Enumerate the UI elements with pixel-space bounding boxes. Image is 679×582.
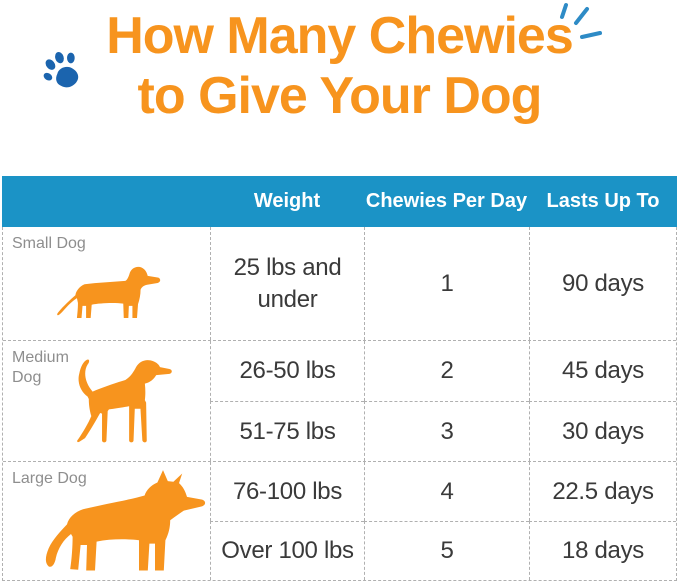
table-header-row: Weight Chewies Per Day Lasts Up To [2, 176, 677, 227]
table-group-large-dog: Large Dog 76-100 lbs 4 22.5 days Over 10… [3, 461, 676, 580]
weight-cell: 25 lbs and under [210, 227, 364, 340]
beagle-icon [77, 359, 172, 443]
weight-cell: 51-75 lbs [210, 401, 364, 461]
lasts-cell: 22.5 days [529, 462, 676, 521]
column-header-weight: Weight [253, 190, 321, 212]
dog-size-cell: Medium Dog [3, 341, 210, 461]
column-header-lasts-up-to: Lasts Up To [546, 190, 660, 212]
table-group-medium-dog: Medium Dog 26-50 lbs 2 45 days 51-75 lbs… [3, 340, 676, 461]
title-line-1: How Many Chewies [106, 7, 574, 65]
page-title: How Many Chewies to Give Your Dog [0, 6, 679, 127]
dog-size-label: Medium Dog [12, 349, 69, 386]
lasts-cell: 18 days [529, 521, 676, 580]
lasts-cell: 30 days [529, 401, 676, 461]
lasts-cell: 45 days [529, 341, 676, 401]
dog-size-label: Large Dog [12, 470, 87, 487]
weight-cell: 76-100 lbs [210, 462, 364, 521]
chewies-cell: 1 [364, 227, 529, 340]
weight-cell: 26-50 lbs [210, 341, 364, 401]
column-header-chewies-per-day: Chewies Per Day [365, 190, 528, 212]
paw-print-icon [43, 52, 79, 88]
chewies-table: Weight Chewies Per Day Lasts Up To Small… [2, 176, 677, 581]
chewies-cell: 2 [364, 341, 529, 401]
chewies-cell: 5 [364, 521, 529, 580]
dog-size-cell: Large Dog [3, 462, 210, 580]
chewies-cell: 4 [364, 462, 529, 521]
title-line-2: to Give Your Dog [137, 67, 543, 126]
husky-icon [45, 470, 206, 571]
dachshund-icon [57, 266, 161, 319]
chewies-cell: 3 [364, 401, 529, 461]
dog-size-label: Small Dog [12, 235, 86, 252]
table-group-small-dog: Small Dog 25 lbs and under 1 90 days [3, 227, 676, 340]
dog-size-cell: Small Dog [3, 227, 210, 340]
sparkle-icon [560, 3, 602, 39]
table-body: Small Dog 25 lbs and under 1 90 days Med… [2, 227, 677, 581]
lasts-cell: 90 days [529, 227, 676, 340]
weight-cell: Over 100 lbs [210, 521, 364, 580]
